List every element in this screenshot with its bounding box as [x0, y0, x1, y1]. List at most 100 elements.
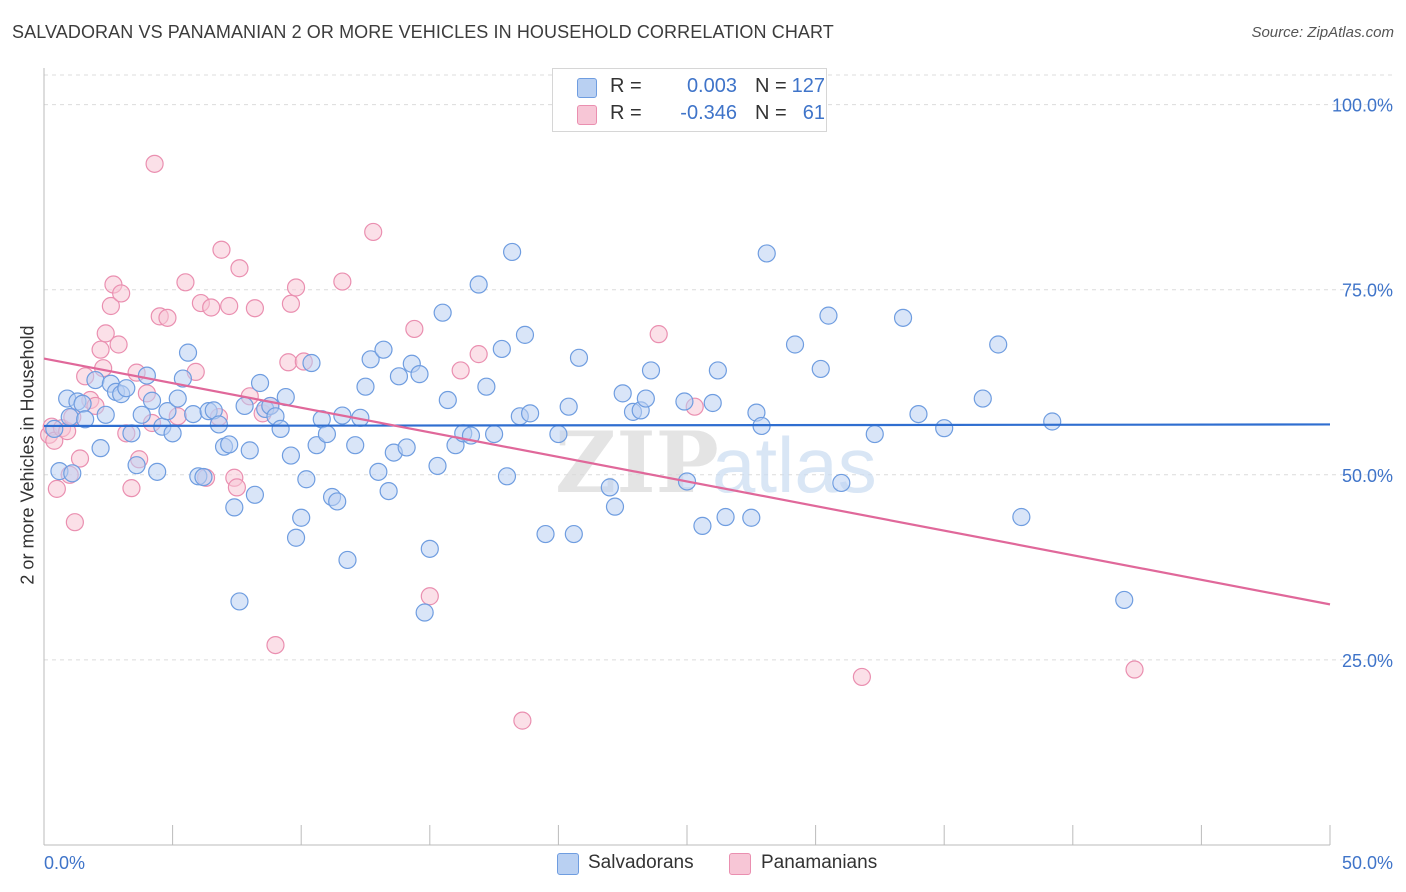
point-salvadorans	[63, 464, 82, 483]
point-salvadorans	[989, 335, 1008, 354]
point-salvadorans	[209, 415, 228, 434]
point-salvadorans	[410, 365, 429, 384]
point-salvadorans	[158, 402, 177, 421]
point-panamanians	[245, 299, 265, 318]
point-salvadorans	[536, 524, 555, 544]
point-panamanians	[145, 154, 164, 173]
y-axis-label: 2 or more Vehicles in Household	[17, 325, 38, 585]
point-salvadorans	[225, 498, 244, 517]
point-panamanians	[281, 294, 301, 313]
point-salvadorans	[716, 507, 735, 527]
point-panamanians	[230, 259, 249, 278]
point-salvadorans	[742, 508, 761, 527]
legend-n-label: N =	[755, 102, 787, 124]
point-salvadorans	[909, 404, 928, 424]
point-salvadorans	[605, 497, 625, 516]
watermark-zip: ZIP	[555, 413, 719, 512]
point-salvadorans	[693, 516, 712, 535]
point-salvadorans	[1115, 590, 1134, 610]
point-salvadorans	[1043, 412, 1062, 431]
point-salvadorans	[865, 424, 884, 444]
point-panamanians	[112, 284, 131, 303]
point-salvadorans	[374, 340, 393, 359]
point-salvadorans	[819, 306, 838, 325]
point-salvadorans	[397, 438, 416, 457]
point-salvadorans	[438, 390, 457, 410]
watermark-atlas: atlas	[712, 421, 877, 509]
legend-r-value: 0.003	[686, 75, 737, 97]
legend-swatch-blue	[577, 78, 597, 98]
bottom-legend-label: Salvadorans	[588, 852, 694, 873]
point-salvadorans	[415, 603, 434, 622]
point-salvadorans	[600, 478, 619, 497]
point-salvadorans	[569, 348, 589, 367]
point-salvadorans	[317, 424, 337, 444]
point-salvadorans	[811, 359, 830, 379]
point-salvadorans	[708, 361, 727, 380]
y-tick-label: 50.0%	[1342, 466, 1393, 486]
point-salvadorans	[184, 404, 203, 424]
point-panamanians	[96, 324, 115, 343]
point-salvadorans	[785, 335, 805, 354]
point-salvadorans	[503, 242, 522, 262]
point-salvadorans	[281, 446, 301, 465]
point-salvadorans	[271, 419, 290, 439]
point-panamanians	[469, 345, 488, 364]
point-panamanians	[266, 635, 285, 655]
point-salvadorans	[91, 439, 110, 458]
trend-lines	[43, 357, 1331, 606]
point-panamanians	[158, 308, 177, 327]
point-salvadorans	[168, 389, 187, 408]
point-salvadorans	[1012, 507, 1031, 527]
chart-title: SALVADORAN VS PANAMANIAN 2 OR MORE VEHIC…	[12, 22, 834, 42]
point-salvadorans	[178, 343, 198, 362]
legend-r-value: -0.346	[680, 102, 737, 124]
point-panamanians	[279, 353, 298, 372]
point-salvadorans	[328, 492, 347, 511]
point-salvadorans	[832, 473, 851, 493]
point-salvadorans	[433, 303, 452, 322]
point-salvadorans	[636, 389, 655, 408]
point-panamanians	[333, 272, 352, 291]
point-salvadorans	[230, 592, 249, 611]
point-panamanians	[286, 278, 306, 297]
point-salvadorans	[420, 539, 439, 558]
source-label: Source: ZipAtlas.com	[1251, 24, 1394, 41]
point-panamanians	[212, 240, 231, 259]
point-salvadorans	[935, 419, 954, 438]
point-panamanians	[176, 273, 195, 292]
point-salvadorans	[346, 436, 365, 455]
legend-n-value: 61	[802, 102, 825, 124]
point-salvadorans	[96, 405, 115, 424]
point-salvadorans	[703, 393, 722, 413]
trend-line-panamanians	[43, 357, 1331, 606]
point-salvadorans	[492, 339, 511, 359]
point-panamanians	[220, 296, 239, 316]
bottom-swatch-blue	[557, 853, 579, 875]
bottom-swatch-pink	[729, 853, 751, 875]
point-salvadorans	[60, 407, 79, 427]
point-salvadorans	[142, 391, 162, 410]
axes	[43, 68, 1331, 846]
legend-r-label: R =	[610, 75, 642, 97]
point-salvadorans	[76, 410, 95, 429]
point-salvadorans	[369, 462, 388, 481]
point-salvadorans	[564, 524, 583, 544]
point-salvadorans	[235, 396, 254, 416]
point-panamanians	[91, 340, 110, 359]
point-salvadorans	[428, 456, 447, 476]
point-panamanians	[852, 667, 871, 687]
point-panamanians	[513, 711, 532, 730]
point-salvadorans	[307, 436, 326, 455]
point-panamanians	[1125, 660, 1144, 679]
point-salvadorans	[469, 275, 488, 294]
point-salvadorans	[893, 308, 913, 327]
point-panamanians	[420, 587, 439, 606]
y-tick-label: 25.0%	[1342, 651, 1393, 671]
point-salvadorans	[477, 377, 496, 396]
point-salvadorans	[292, 508, 311, 527]
point-salvadorans	[973, 389, 992, 408]
point-panamanians	[109, 335, 128, 354]
point-salvadorans	[549, 424, 568, 444]
